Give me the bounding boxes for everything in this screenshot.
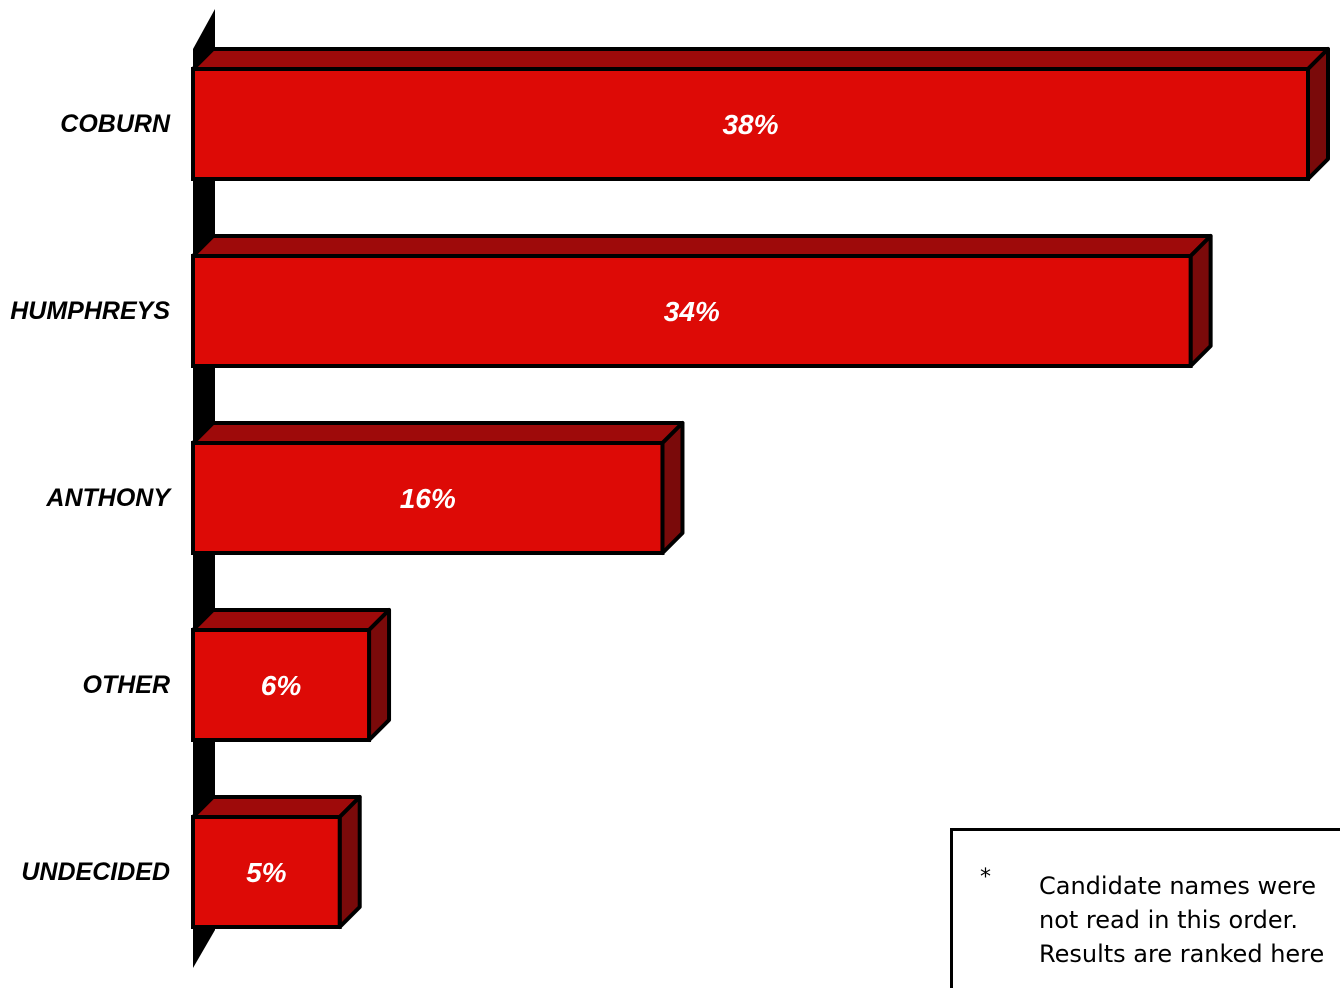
- bar-top-face: [191, 795, 362, 819]
- bar-side-face: [1188, 234, 1213, 368]
- bar-front-face: [191, 254, 1193, 368]
- bar-front-face: [191, 67, 1310, 181]
- bar-chart: 38% 34% 16% 6% 5% COBURN HUMPHREYS ANTHONY OTHE…: [10, 9, 1330, 968]
- footnote-text: Candidate names were not read in this or…: [1039, 872, 1325, 968]
- bar-top-face: [191, 47, 1330, 71]
- category-label: OTHER: [83, 671, 171, 699]
- bar-top-face: [191, 608, 392, 632]
- bar-top-face: [191, 421, 685, 445]
- bar-other: 6%: [191, 608, 392, 742]
- bar-side-face: [660, 421, 685, 555]
- bar-value-label: 5%: [246, 857, 287, 888]
- category-labels-group: COBURN HUMPHREYS ANTHONY OTHER UNDECIDED: [10, 110, 172, 886]
- category-label: ANTHONY: [45, 484, 172, 512]
- bar-value-label: 38%: [722, 109, 778, 140]
- bar-side-face: [367, 608, 392, 742]
- bar-humphreys: 34%: [191, 234, 1213, 368]
- category-label: UNDECIDED: [21, 858, 170, 886]
- footnote-marker: *: [980, 865, 991, 890]
- bar-value-label: 34%: [664, 296, 720, 327]
- bar-undecided: 5%: [191, 795, 362, 929]
- bar-anthony: 16%: [191, 421, 685, 555]
- bars-group: 38% 34% 16% 6% 5%: [191, 47, 1330, 929]
- bar-top-face: [191, 234, 1213, 258]
- bar-coburn: 38%: [191, 47, 1330, 181]
- bar-side-face: [1306, 47, 1330, 181]
- bar-value-label: 16%: [400, 483, 456, 514]
- footnote-box: * Candidate names were not read in this …: [950, 828, 1340, 988]
- bar-front-face: [191, 628, 372, 742]
- category-label: COBURN: [60, 110, 171, 138]
- bar-front-face: [191, 815, 342, 929]
- category-label: HUMPHREYS: [10, 297, 170, 325]
- bar-side-face: [337, 795, 362, 929]
- bar-value-label: 6%: [261, 670, 302, 701]
- bar-front-face: [191, 441, 665, 555]
